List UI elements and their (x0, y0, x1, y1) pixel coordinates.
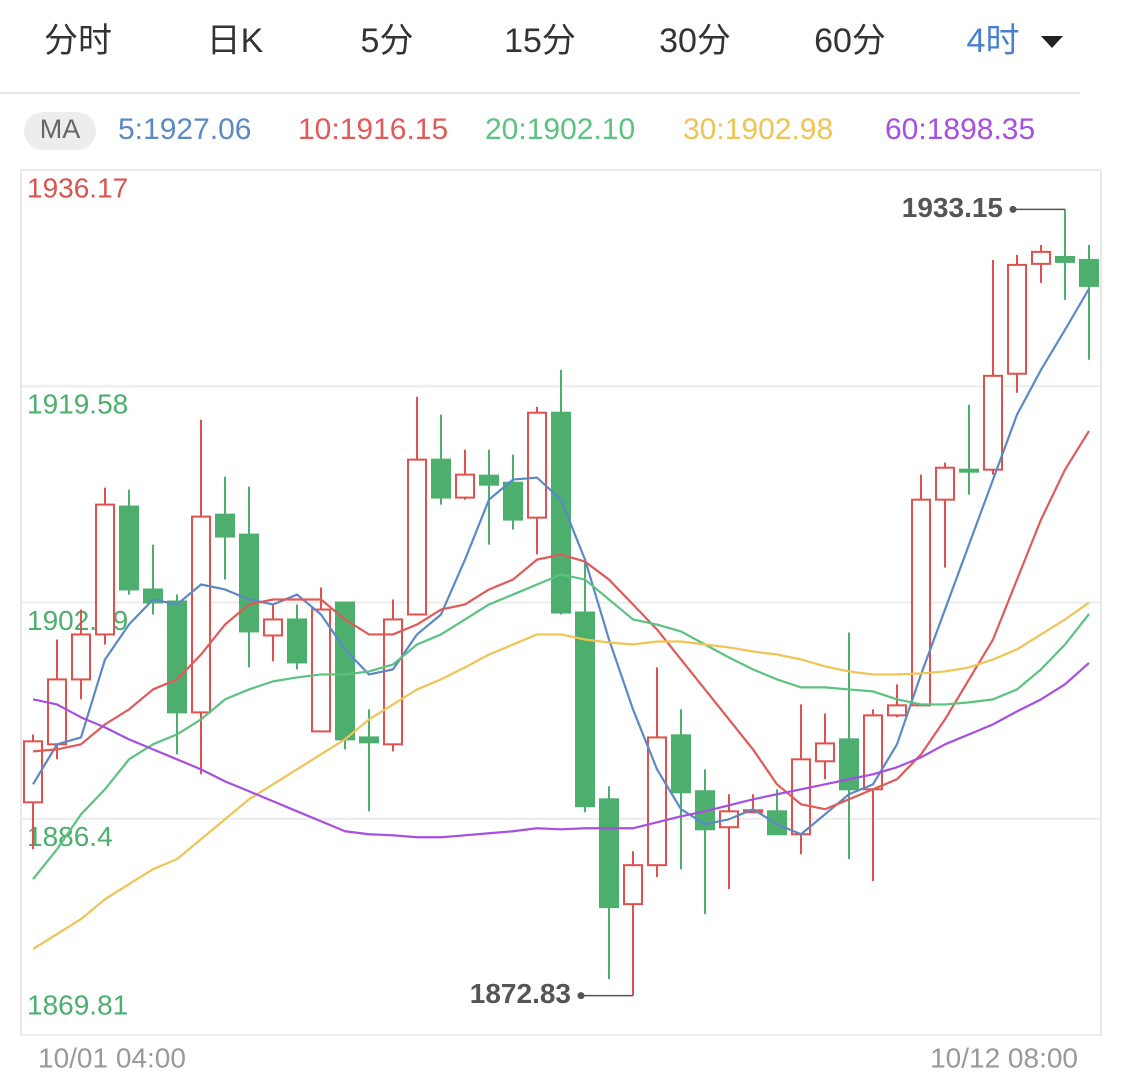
tab[interactable]: 30分 (659, 22, 731, 60)
candle-body (239, 533, 259, 633)
candle-body (527, 411, 547, 519)
candle-body (383, 618, 403, 746)
candle-body (119, 505, 139, 591)
tab[interactable]: 15分 (504, 22, 576, 60)
annotation-dot (1009, 205, 1017, 213)
candle-body (671, 734, 691, 794)
legend-entry: 30:1902.98 (683, 113, 833, 146)
candle-body (575, 611, 595, 808)
annotation-dot (577, 992, 585, 1000)
candle-body (1079, 258, 1099, 287)
candle-body (887, 704, 907, 717)
candle-body (263, 618, 283, 637)
candle-body (791, 758, 811, 836)
candle-body (359, 736, 379, 744)
tab[interactable]: 60分 (814, 22, 886, 60)
candle-body (767, 810, 787, 836)
candle-body (407, 458, 427, 616)
legend-entry: 10:1916.15 (298, 113, 448, 146)
candle-body (599, 798, 619, 909)
ma-line (32, 288, 1090, 836)
candle-body (623, 864, 643, 906)
x-tick-label: 10/12 08:00 (930, 1042, 1078, 1073)
candle-body (455, 473, 475, 499)
ma-line (32, 573, 1090, 880)
candle-body (959, 468, 979, 473)
annotation-label: 1872.83 (470, 978, 571, 1009)
annotation-label: 1933.15 (902, 192, 1003, 223)
candle-body (983, 374, 1003, 471)
candle-body (551, 411, 571, 614)
legend-entry: 5:1927.06 (118, 113, 251, 146)
ma-line (32, 430, 1090, 811)
candle-body (1007, 263, 1027, 375)
tab[interactable]: 4时 (967, 22, 1020, 60)
candle-body (191, 515, 211, 714)
candle-body (71, 633, 91, 681)
candle-body (935, 466, 955, 501)
candle-body (1055, 255, 1075, 263)
y-tick-label: 1869.81 (27, 989, 128, 1020)
candle-body (47, 678, 67, 746)
ma-line (32, 662, 1090, 839)
legend-badge (24, 112, 96, 150)
candle-body (431, 458, 451, 499)
legend-entry: 20:1902.10 (485, 113, 635, 146)
candle-body (863, 714, 883, 791)
tab[interactable]: 5分 (361, 22, 414, 60)
y-tick-label: 1936.17 (27, 172, 128, 203)
candle-body (1031, 250, 1051, 265)
candle-body (311, 608, 331, 733)
dropdown-arrow[interactable] (1041, 36, 1063, 48)
candle-body (647, 736, 667, 867)
candle-body (23, 740, 43, 804)
y-tick-label: 1886.4 (27, 821, 113, 852)
y-tick-label: 1919.58 (27, 389, 128, 420)
candle-body (167, 600, 187, 714)
tab[interactable]: 分时 (44, 22, 112, 60)
legend-title: MA (40, 114, 81, 144)
ma-line (32, 601, 1090, 951)
candle-body (503, 481, 523, 521)
x-tick-label: 10/01 04:00 (38, 1042, 186, 1073)
candle-body (839, 738, 859, 791)
candle-body (215, 513, 235, 538)
legend-entry: 60:1898.35 (885, 113, 1035, 146)
candle-body (287, 618, 307, 664)
tab[interactable]: 日K (207, 22, 264, 60)
candle-body (143, 588, 163, 604)
candle-body (815, 742, 835, 763)
candle-body (95, 503, 115, 636)
candle-body (479, 474, 499, 486)
